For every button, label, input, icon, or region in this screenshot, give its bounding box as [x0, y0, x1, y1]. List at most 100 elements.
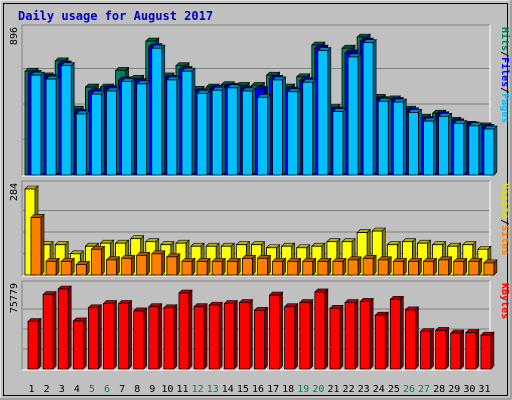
bar-side	[37, 317, 42, 370]
bar-sites-27	[422, 257, 438, 276]
bar-side	[116, 87, 120, 176]
bar-pages-6	[105, 87, 121, 176]
bar-kbytes-25	[389, 295, 405, 370]
bar-side	[233, 299, 238, 370]
bar-face	[374, 314, 386, 370]
bar-face	[423, 120, 434, 176]
bar-side	[297, 88, 301, 176]
panel-visits-sites: 284 Visits/Sites	[9, 180, 511, 277]
bar-kbytes-31	[480, 331, 495, 370]
bar-side	[146, 80, 150, 176]
bar-side	[324, 288, 329, 370]
bar-side	[131, 77, 135, 176]
bar-side	[387, 97, 392, 176]
bar-face	[75, 264, 87, 276]
y-max-label: 284	[9, 183, 20, 201]
bar-kbytes-11	[178, 289, 193, 370]
bar-pages-12	[196, 89, 211, 176]
bar-face	[480, 334, 492, 370]
bar-side	[146, 251, 150, 276]
bar-face	[226, 87, 238, 176]
bar-side	[82, 317, 87, 370]
bar-face	[106, 90, 117, 176]
x-tick-label: 20	[312, 384, 324, 395]
bar-kbytes-12	[193, 302, 208, 370]
bar-side	[191, 257, 196, 276]
bar-kbytes-5	[87, 304, 103, 370]
bar-side	[98, 304, 102, 370]
x-tick-label: 26	[403, 384, 415, 395]
bar-face	[377, 100, 389, 176]
bar-side	[218, 301, 223, 370]
x-tick-label: 22	[343, 384, 355, 395]
bar-face	[377, 259, 389, 276]
bar-sites-1	[30, 213, 45, 276]
bar-side	[221, 86, 226, 176]
bar-side	[221, 257, 226, 276]
bar-side	[387, 256, 392, 276]
bar-sites-17	[271, 257, 287, 276]
bar-face	[257, 257, 268, 276]
bar-side	[369, 297, 374, 370]
bar-side	[101, 245, 105, 276]
bar-face	[362, 42, 374, 176]
legend-entry: Files	[499, 57, 511, 87]
bar-face	[72, 320, 84, 370]
bar-face	[302, 260, 314, 276]
bar-side	[463, 119, 468, 176]
bar-side	[415, 306, 419, 370]
bar-side	[161, 44, 166, 176]
bar-side	[490, 331, 495, 370]
x-tick-label: 13	[207, 384, 219, 395]
bar-sites-21	[332, 257, 347, 276]
bar-side	[282, 76, 286, 176]
bar-pages-2	[45, 75, 60, 176]
bar-face	[121, 257, 132, 276]
bar-pages-4	[75, 110, 91, 176]
bar-face	[90, 248, 102, 276]
bar-sites-8	[135, 251, 151, 276]
bar-side	[40, 213, 45, 276]
x-tick-label: 27	[418, 384, 430, 395]
bar-kbytes-19	[299, 298, 314, 370]
bar-face	[284, 306, 296, 370]
bar-side	[267, 93, 271, 176]
x-tick-label: 17	[267, 384, 279, 395]
x-tick-label: 12	[192, 384, 204, 395]
bar-face	[392, 101, 404, 176]
bar-side	[67, 285, 72, 370]
x-tick-label: 3	[59, 384, 65, 395]
bar-pages-17	[271, 76, 287, 176]
bar-face	[196, 92, 208, 176]
series-sites	[30, 213, 498, 276]
panel-legend: KBytes	[499, 283, 510, 319]
bar-face	[347, 259, 359, 276]
bar-side	[478, 257, 483, 276]
y-max-label: 75779	[9, 283, 20, 313]
bar-side	[418, 108, 422, 176]
bar-face	[450, 332, 462, 370]
x-tick-label: 8	[134, 384, 140, 395]
bar-side	[279, 291, 283, 370]
bar-kbytes-26	[404, 306, 420, 370]
bar-face	[60, 65, 72, 176]
bar-face	[208, 304, 220, 370]
bar-face	[181, 70, 193, 176]
bar-side	[400, 295, 404, 370]
bar-face	[299, 302, 311, 370]
bar-pages-28	[437, 112, 453, 176]
bar-side	[264, 306, 268, 370]
bar-side	[433, 117, 437, 176]
x-tick-label: 10	[161, 384, 173, 395]
bar-side	[55, 75, 60, 176]
bar-side	[493, 259, 498, 276]
bar-face	[389, 298, 401, 370]
bar-face	[272, 79, 283, 176]
bar-side	[52, 290, 57, 370]
bar-sites-20	[317, 257, 332, 276]
bar-kbytes-2	[42, 290, 57, 370]
bar-face	[287, 91, 299, 176]
bar-face	[121, 81, 132, 176]
bar-face	[359, 301, 371, 370]
bar-face	[241, 90, 253, 176]
